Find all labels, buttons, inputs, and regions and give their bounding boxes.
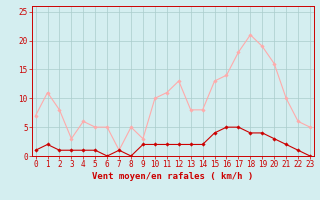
X-axis label: Vent moyen/en rafales ( km/h ): Vent moyen/en rafales ( km/h ) bbox=[92, 172, 253, 181]
